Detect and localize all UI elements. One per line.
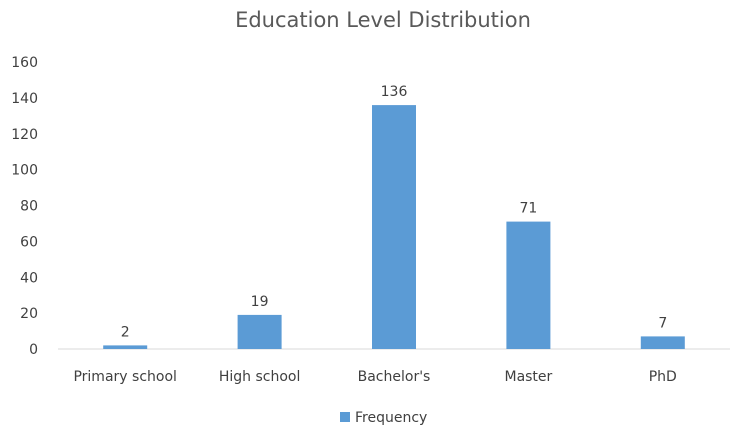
y-tick-label: 160	[11, 55, 38, 71]
bar	[640, 336, 685, 349]
data-label: 7	[658, 315, 667, 331]
data-label: 71	[519, 201, 537, 217]
bar	[372, 105, 416, 349]
y-tick-label: 20	[20, 306, 38, 322]
data-label: 2	[121, 324, 130, 340]
bars-group	[103, 105, 685, 349]
y-tick-label: 0	[29, 342, 38, 358]
y-tick-label: 140	[11, 91, 38, 107]
x-tick-label: Primary school	[73, 369, 176, 385]
legend-label: Frequency	[355, 410, 427, 426]
bar	[103, 345, 148, 349]
y-tick-label: 80	[20, 199, 38, 215]
y-tick-label: 120	[11, 127, 38, 143]
y-axis: 0 20 40 60 80 100 120 140 160	[11, 55, 38, 358]
chart-title: Education Level Distribution	[235, 8, 531, 32]
data-label: 136	[381, 84, 408, 100]
legend: Frequency	[340, 410, 427, 426]
y-tick-label: 100	[11, 163, 38, 179]
x-tick-label: Master	[504, 369, 552, 385]
data-labels: 2 19 136 71 7	[121, 84, 668, 340]
x-tick-label: High school	[219, 369, 301, 385]
x-axis: Primary school High school Bachelor's Maste…	[73, 369, 676, 385]
bar	[506, 221, 551, 349]
y-tick-label: 40	[20, 270, 38, 286]
x-tick-label: PhD	[649, 369, 677, 385]
x-tick-label: Bachelor's	[358, 369, 431, 385]
data-label: 19	[251, 294, 269, 310]
y-tick-label: 60	[20, 234, 38, 250]
bar	[237, 314, 282, 349]
legend-swatch	[340, 412, 350, 422]
